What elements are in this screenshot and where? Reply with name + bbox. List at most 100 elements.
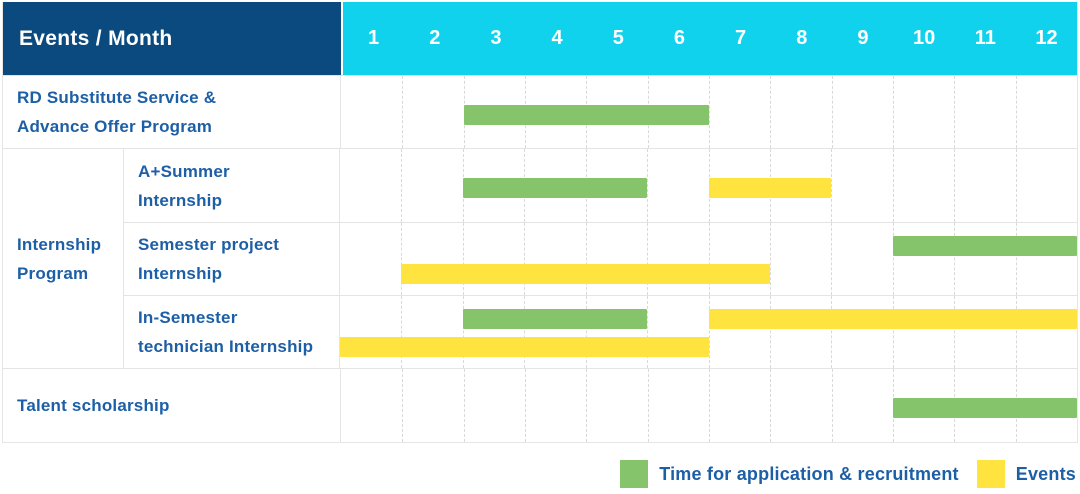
month-gridline: [402, 369, 404, 442]
row-label-cell: A+Summer Internship: [124, 149, 340, 222]
row-label: Semester project Internship: [138, 230, 279, 288]
month-gridline: [892, 296, 894, 368]
month-header-cell: 8: [796, 27, 808, 49]
group-subrows: A+Summer Internship Semester project Int…: [124, 149, 1077, 368]
legend-item-events: Events: [976, 460, 1076, 488]
group-label-line: Internship: [17, 234, 102, 254]
row-label-line: In-Semester: [138, 308, 238, 327]
month-gridline: [892, 149, 894, 222]
month-gridline: [769, 223, 771, 295]
month-gridline: [831, 296, 833, 368]
row-label: In-Semester technician Internship: [138, 303, 313, 361]
month-gridline: [831, 369, 833, 442]
month-gridline: [647, 296, 649, 368]
month-gridline: [585, 296, 587, 368]
month-gridline: [709, 369, 710, 442]
month-header-cell: 11: [974, 27, 996, 49]
chart-cell-talent-scholarship: [341, 369, 1077, 442]
chart-cell-semester-project: [340, 223, 1077, 295]
row-label-line: A+Summer: [138, 161, 230, 181]
month-gridline: [892, 223, 894, 295]
month-gridline: [954, 76, 956, 148]
month-gridline: [585, 223, 587, 295]
row-label-cell: Talent scholarship: [3, 369, 341, 442]
row-rd-substitute: RD Substitute Service & Advance Offer Pr…: [3, 75, 1077, 148]
month-gridline: [831, 76, 833, 148]
chart-cell-in-semester: [340, 296, 1077, 368]
application-bar: [462, 309, 648, 329]
month-gridline: [647, 369, 649, 442]
month-gridline: [708, 223, 710, 295]
row-label-line: Talent scholarship: [17, 396, 170, 415]
month-gridline: [586, 369, 588, 442]
month-gridline: [831, 223, 833, 295]
row-label: Talent scholarship: [17, 391, 170, 420]
month-header-cell: 7: [735, 27, 747, 49]
month-gridline: [462, 223, 464, 295]
application-bar: [892, 236, 1077, 256]
row-label-line: technician Internship: [138, 337, 314, 356]
month-gridline: [647, 149, 649, 222]
month-gridline: [769, 296, 771, 368]
month-header-cell: 10: [913, 27, 936, 49]
month-gridline: [954, 149, 956, 222]
header-title: Events / Month: [19, 26, 173, 50]
month-header-cell: 2: [429, 27, 441, 49]
row-label-line: Internship: [138, 264, 223, 283]
month-gridline: [954, 296, 956, 368]
chart-cell-a-summer: [340, 149, 1077, 222]
month-gridline: [525, 369, 526, 442]
month-header-cell: 3: [490, 27, 502, 49]
row-label-line: RD Substitute Service &: [17, 88, 217, 107]
month-header: 1 2 3 4 5 6 7 8 9 10 11 12: [341, 2, 1077, 75]
event-bar: [401, 264, 770, 284]
group-label: Internship Program: [17, 230, 101, 288]
legend-item-application: Time for application & recruitment: [620, 460, 959, 488]
row-label-line: Internship: [138, 190, 223, 210]
row-semester-project-internship: Semester project Internship: [124, 222, 1077, 295]
month-gridline: [709, 76, 710, 148]
legend-swatch-application: [620, 460, 649, 488]
month-gridline: [1015, 223, 1017, 295]
application-bar: [893, 398, 1077, 418]
event-bar: [708, 309, 1077, 329]
row-group-internship-program: Internship Program A+Summer Internship: [3, 148, 1077, 368]
row-label-cell: RD Substitute Service & Advance Offer Pr…: [3, 76, 341, 148]
month-gridline: [524, 223, 526, 295]
row-a-summer-internship: A+Summer Internship: [124, 149, 1077, 222]
month-header-cell: 12: [1035, 27, 1058, 49]
month-gridline: [831, 149, 833, 222]
legend-label: Events: [1015, 463, 1076, 484]
month-gridline: [647, 223, 649, 295]
month-gridline: [401, 296, 403, 368]
month-gridline: [462, 296, 464, 368]
legend: Time for application & recruitment Event…: [0, 456, 1076, 492]
month-gridline: [401, 223, 403, 295]
group-label-cell: Internship Program: [3, 149, 124, 368]
header-row: Events / Month 1 2 3 4 5 6 7 8 9 10 11 12: [3, 2, 1077, 75]
legend-swatch-events: [976, 460, 1005, 488]
month-gridline: [893, 76, 894, 148]
month-header-cell: 5: [612, 27, 624, 49]
month-gridline: [708, 296, 710, 368]
month-header-cell: 6: [673, 27, 685, 49]
row-in-semester-technician-internship: In-Semester technician Internship: [124, 295, 1077, 368]
month-gridline: [770, 76, 772, 148]
row-label-cell: Semester project Internship: [124, 223, 340, 295]
chart-cell-rd-substitute: [341, 76, 1077, 148]
month-header-cell: 4: [551, 27, 563, 49]
row-label-line: Advance Offer Program: [17, 117, 213, 136]
month-header-cell: 9: [857, 27, 869, 49]
month-gridline: [1015, 76, 1017, 148]
month-gridline: [770, 369, 772, 442]
month-gridline: [954, 223, 956, 295]
header-title-cell: Events / Month: [3, 2, 341, 75]
month-gridline: [1015, 149, 1017, 222]
legend-label: Time for application & recruitment: [659, 463, 959, 484]
application-bar: [463, 105, 709, 125]
month-gridline: [463, 369, 465, 442]
row-label: RD Substitute Service & Advance Offer Pr…: [17, 83, 216, 141]
row-talent-scholarship: Talent scholarship: [3, 368, 1077, 442]
event-bar: [340, 337, 709, 357]
month-gridline: [524, 296, 526, 368]
